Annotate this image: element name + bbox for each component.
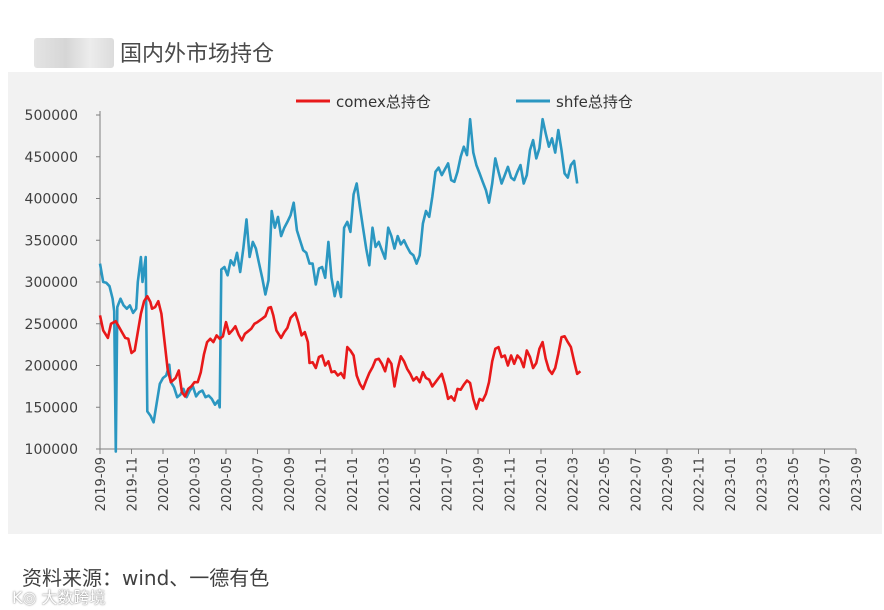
x-tick-label: 2021-03	[378, 457, 393, 511]
x-tick-label: 2023-01	[724, 457, 739, 511]
blurred-logo	[34, 38, 114, 68]
x-tick-label: 2020-05	[220, 457, 235, 511]
y-tick-label: 300000	[25, 275, 78, 291]
legend-label-shfe: shfe总持仓	[556, 93, 633, 111]
chart-panel	[8, 72, 882, 534]
x-tick-label: 2019-11	[126, 457, 141, 511]
page-title: 国内外市场持仓	[120, 42, 275, 67]
x-tick-label: 2022-05	[598, 457, 613, 511]
x-tick-label: 2022-01	[535, 457, 550, 511]
header-band	[0, 0, 884, 72]
y-tick-label: 200000	[25, 359, 78, 375]
x-tick-label: 2019-09	[94, 457, 109, 511]
x-tick-label: 2022-11	[693, 457, 708, 511]
x-tick-label: 2020-01	[157, 457, 172, 511]
y-tick-label: 400000	[25, 192, 78, 208]
x-tick-label: 2021-01	[346, 457, 361, 511]
series-line-shfe	[98, 117, 579, 453]
chart-legend: comex总持仓 shfe总持仓	[296, 93, 633, 111]
x-tick-label: 2023-07	[819, 457, 834, 511]
chart-axes: 100000 150000 200000 250000 300000 350000 4000…	[25, 108, 865, 511]
y-tick-label: 100000	[25, 442, 78, 458]
y-tick-label: 350000	[25, 233, 78, 249]
x-tick-label: 2022-07	[630, 457, 645, 511]
x-tick-label: 2020-03	[189, 457, 204, 511]
watermark-text: K◎ 大数跨境	[12, 588, 106, 607]
x-tick-label: 2022-03	[567, 457, 582, 511]
x-tick-label: 2022-09	[661, 457, 676, 511]
series-line-comex	[98, 294, 582, 411]
y-tick-label: 450000	[25, 150, 78, 166]
x-tick-label: 2023-09	[850, 457, 865, 511]
series-layer	[98, 117, 582, 453]
x-tick-label: 2020-11	[315, 457, 330, 511]
source-note: 资料来源：wind、一德有色	[22, 566, 270, 590]
x-tick-label: 2021-05	[409, 457, 424, 511]
y-tick-label: 500000	[25, 108, 78, 124]
y-tick-label: 250000	[25, 317, 78, 333]
x-tick-label: 2020-09	[283, 457, 298, 511]
x-tick-label: 2023-05	[787, 457, 802, 511]
x-tick-label: 2021-07	[441, 457, 456, 511]
y-tick-label: 150000	[25, 400, 78, 416]
x-tick-label: 2021-09	[472, 457, 487, 511]
x-tick-label: 2021-11	[504, 457, 519, 511]
x-tick-label: 2023-03	[756, 457, 771, 511]
legend-label-comex: comex总持仓	[336, 93, 431, 111]
x-tick-label: 2020-07	[252, 457, 267, 511]
